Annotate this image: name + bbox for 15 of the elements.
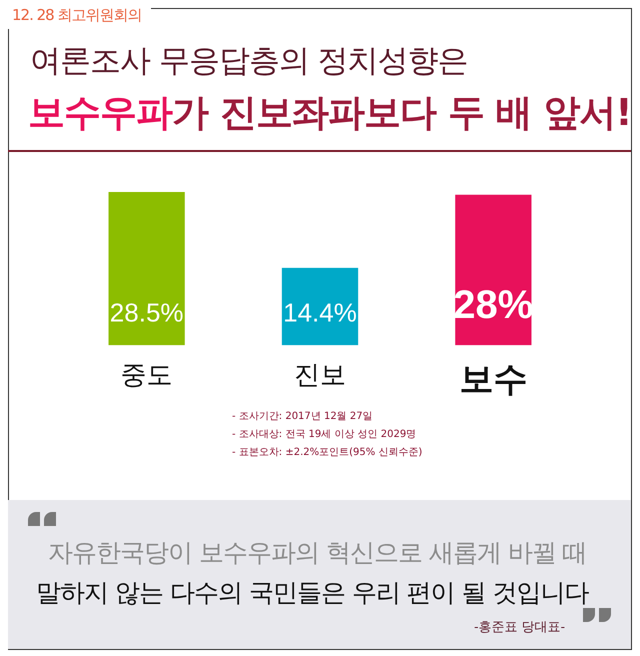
data-label: 28% [453,283,534,328]
text: 말하지 않는 다수의 국민들은 우리 편이 될 것입니다 [36,577,589,609]
x-tick-label: 중도 [120,360,173,391]
text: 자유한국당이 보수우파의 혁신으로 새롭게 바뀔 때 [48,537,587,569]
text: - 표본오차: ±2.2%포인트(95% 신뢰수준) [232,446,422,460]
x-tick-label: 보수 [459,359,528,400]
text: - 조사기간: 2017년 12월 27일 [232,410,374,424]
chart-subtitle: 보수우파가 진보좌파보다 두 배 앞서! [28,90,632,136]
text: -홍준표 당대표- [474,619,565,636]
text: - 조사대상: 전국 19세 이상 성인 2029명 [232,428,418,442]
x-tick-label: 진보 [294,360,346,391]
chart-title: 여론조사 무응답층의 정치성향은 [30,42,468,81]
data-label: 28.5% [110,297,184,328]
text: 12. 28 최고위원회의 [0,0,152,29]
data-label: 14.4% [283,297,357,328]
